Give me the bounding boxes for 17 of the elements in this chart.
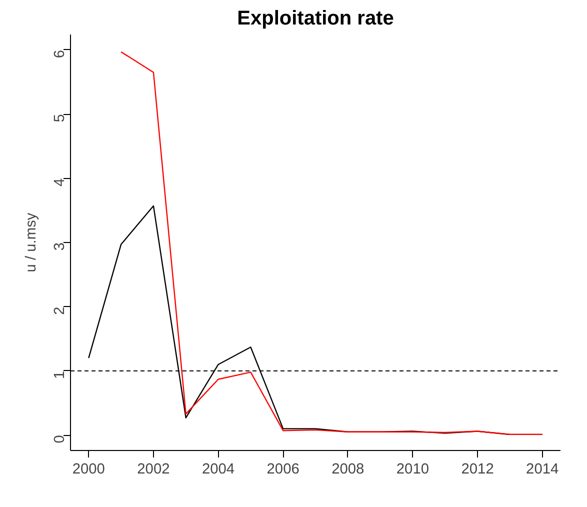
x-tick-label: 2002 (137, 462, 170, 478)
x-tick-label: 2008 (332, 462, 364, 478)
y-tick-label: 0 (52, 435, 68, 444)
y-tick-label: 3 (52, 242, 68, 251)
y-tick-label: 2 (52, 306, 68, 315)
x-tick-label: 2006 (266, 462, 300, 478)
x-tick-label: 2010 (396, 462, 430, 478)
x-tick-label: 2000 (72, 462, 105, 478)
x-tick-label: 2012 (461, 462, 494, 478)
y-tick-label: 6 (52, 50, 68, 58)
chart-title: Exploitation rate (237, 8, 394, 30)
y-axis-title: u / u.msy (24, 212, 40, 272)
y-tick-label: 4 (52, 178, 68, 186)
x-tick-label: 2004 (202, 462, 235, 478)
y-tick-label: 1 (52, 370, 68, 380)
x-tick-label: 2014 (526, 462, 559, 478)
y-tick-label: 5 (52, 114, 68, 122)
